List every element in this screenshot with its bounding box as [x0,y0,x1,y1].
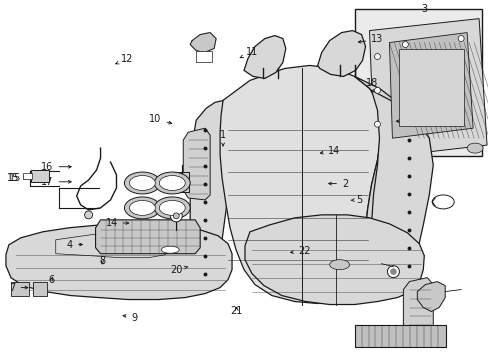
Text: 4: 4 [67,239,82,249]
Text: 14: 14 [320,145,340,156]
Bar [33,282,47,296]
Ellipse shape [154,172,190,194]
Ellipse shape [159,176,185,190]
Bar [31,170,49,182]
Text: 19: 19 [396,116,418,126]
Text: 3: 3 [421,340,427,350]
Ellipse shape [431,195,453,209]
Circle shape [402,41,407,48]
Polygon shape [6,224,232,300]
Text: 18: 18 [365,78,378,92]
Text: 22: 22 [290,246,310,256]
Polygon shape [244,36,285,78]
Ellipse shape [154,197,190,219]
Circle shape [386,266,399,278]
Text: 17: 17 [41,177,71,187]
Polygon shape [354,76,419,285]
Polygon shape [416,282,444,311]
Polygon shape [317,31,365,76]
Text: 8: 8 [99,256,105,266]
Bar [23,173,32,179]
Text: 7: 7 [9,283,28,293]
Ellipse shape [329,260,349,270]
Circle shape [374,54,380,59]
Circle shape [173,213,179,219]
Text: 11: 11 [240,46,257,58]
Polygon shape [190,32,216,53]
Ellipse shape [124,172,160,194]
Bar [175,172,189,192]
Text: 6: 6 [48,275,54,285]
Text: 9: 9 [123,313,137,323]
Text: 14: 14 [105,218,128,228]
Bar [354,9,481,156]
Circle shape [389,269,396,275]
Text: 12: 12 [116,54,133,64]
Text: 3: 3 [421,4,427,14]
Bar [399,49,463,126]
Ellipse shape [129,176,155,190]
Circle shape [374,121,380,127]
Polygon shape [369,90,432,282]
Text: 5: 5 [350,195,362,205]
Polygon shape [220,66,381,303]
Text: 16: 16 [41,162,71,172]
Bar [196,50,212,62]
Polygon shape [244,215,424,305]
Polygon shape [369,19,486,158]
Text: 15: 15 [7,173,20,183]
Circle shape [170,210,182,222]
Ellipse shape [159,201,185,215]
Text: 13: 13 [358,35,383,44]
Ellipse shape [466,143,482,153]
Bar [11,282,29,296]
Polygon shape [388,32,472,138]
Text: 2: 2 [328,179,347,189]
Text: 15: 15 [9,173,27,183]
Text: 20: 20 [169,265,187,275]
Ellipse shape [129,201,155,215]
Polygon shape [403,278,432,334]
Circle shape [457,36,463,41]
Ellipse shape [124,197,160,219]
Polygon shape [183,128,210,200]
Ellipse shape [161,246,179,253]
Polygon shape [190,100,236,285]
Bar [354,325,446,347]
Polygon shape [95,220,200,254]
Circle shape [84,211,92,219]
Text: 21: 21 [230,306,243,316]
Text: 1: 1 [220,130,225,146]
Circle shape [374,87,380,93]
Text: 10: 10 [149,114,171,124]
